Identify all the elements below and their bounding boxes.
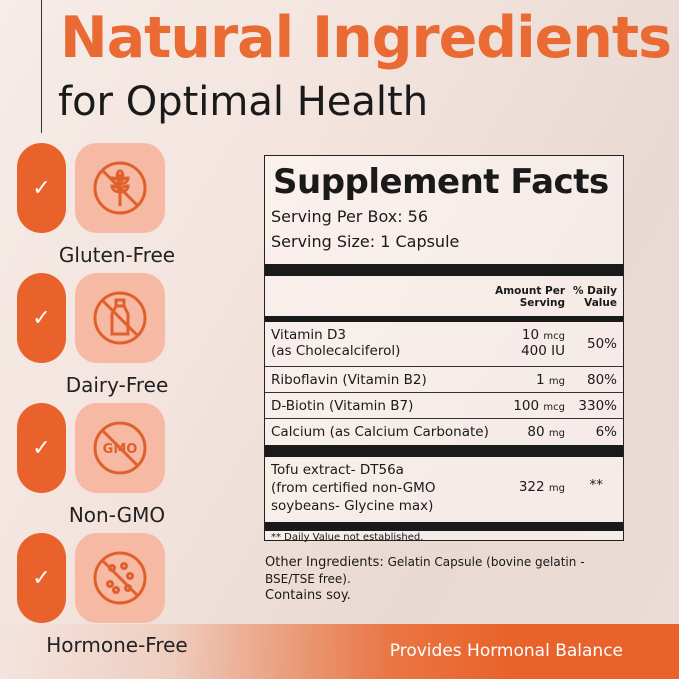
nutrient-name: Tofu extract- DT56a bbox=[271, 462, 404, 478]
feature-non-gmo: ✓ GMO Non-GMO bbox=[17, 403, 197, 533]
other-ingredients-label: Other Ingredients: bbox=[265, 555, 384, 570]
svg-text:GMO: GMO bbox=[103, 442, 138, 457]
serving-size: Serving Size: 1 Capsule bbox=[271, 232, 460, 251]
amount: 1 bbox=[536, 372, 545, 388]
feature-label: Gluten-Free bbox=[58, 243, 176, 267]
unit: mg bbox=[548, 483, 565, 494]
unit: mcg bbox=[543, 331, 565, 342]
unit: mg bbox=[548, 376, 565, 387]
banner-text: Provides Hormonal Balance bbox=[389, 641, 623, 661]
supplement-facts-panel: Supplement Facts Serving Per Box: 56 Ser… bbox=[264, 155, 624, 543]
daily-value: ** bbox=[589, 477, 604, 493]
page-subtitle: for Optimal Health bbox=[58, 79, 429, 125]
facts-title: Supplement Facts bbox=[273, 162, 609, 202]
feature-gluten-free: ✓ Gluten-Free bbox=[17, 143, 197, 273]
serving-per-box: Serving Per Box: 56 bbox=[271, 207, 429, 226]
page-title: Natural Ingredients bbox=[60, 5, 672, 71]
no-wheat-icon bbox=[75, 143, 165, 233]
nutrient-name-3: soybeans- Glycine max) bbox=[271, 498, 434, 514]
no-milk-bottle-icon bbox=[75, 273, 165, 363]
divider-bar bbox=[265, 522, 623, 531]
unit: mcg bbox=[543, 402, 565, 413]
nutrient-name: D-Biotin (Vitamin B7) bbox=[271, 398, 414, 414]
amount: 100 bbox=[513, 398, 540, 414]
nutrient-name: Calcium (as Calcium Carbonate) bbox=[271, 424, 489, 440]
table-row: Calcium (as Calcium Carbonate) 80 mg 6% bbox=[265, 420, 623, 445]
nutrient-name-2: (as Cholecalciferol) bbox=[271, 343, 401, 359]
amount: 80 bbox=[527, 424, 545, 440]
table-row: D-Biotin (Vitamin B7) 100 mcg 330% bbox=[265, 394, 623, 419]
header-amount-2: Serving bbox=[519, 297, 565, 309]
daily-value: 6% bbox=[595, 424, 617, 440]
divider-line bbox=[41, 0, 42, 133]
check-icon: ✓ bbox=[17, 143, 66, 233]
feature-hormone-free: ✓ Hormone-Free bbox=[17, 533, 197, 663]
daily-value: 330% bbox=[578, 398, 617, 414]
check-icon: ✓ bbox=[17, 273, 66, 363]
divider-bar bbox=[265, 445, 623, 457]
header-dv: % Daily bbox=[572, 285, 617, 297]
daily-value: 50% bbox=[586, 336, 617, 352]
divider-bar bbox=[265, 264, 623, 276]
other-ingredients: Other Ingredients: Gelatin Capsule (bovi… bbox=[265, 554, 625, 604]
feature-dairy-free: ✓ Dairy-Free bbox=[17, 273, 197, 403]
feature-label: Dairy-Free bbox=[65, 373, 169, 397]
nutrient-name-2: (from certified non-GMO bbox=[271, 480, 436, 496]
bottom-banner bbox=[0, 624, 679, 679]
table-row: Riboflavin (Vitamin B2) 1 mg 80% bbox=[265, 368, 623, 393]
check-icon: ✓ bbox=[17, 533, 66, 623]
allergen-note: Contains soy. bbox=[265, 588, 351, 603]
daily-value: 80% bbox=[586, 372, 617, 388]
feature-label: Non-GMO bbox=[68, 503, 166, 527]
other-ingredients-text: Gelatin Capsule (bovine gelatin - BSE/TS… bbox=[265, 555, 585, 586]
nutrient-name: Riboflavin (Vitamin B2) bbox=[271, 372, 427, 388]
no-gmo-icon: GMO bbox=[75, 403, 165, 493]
check-icon: ✓ bbox=[17, 403, 66, 493]
table-row: Tofu extract- DT56a (from certified non-G… bbox=[265, 457, 623, 521]
amount: 322 bbox=[518, 479, 545, 495]
no-hormone-icon bbox=[75, 533, 165, 623]
header-dv-2: Value bbox=[584, 297, 617, 309]
table-row: Vitamin D3 (as Cholecalciferol) 10 mcg 400… bbox=[265, 322, 623, 367]
nutrient-name: Vitamin D3 bbox=[271, 327, 346, 343]
footnote: ** Daily Value not established. bbox=[271, 532, 424, 543]
column-headers: Amount Per Serving % Daily Value bbox=[265, 279, 623, 317]
divider-bar bbox=[265, 316, 623, 322]
feature-label: Hormone-Free bbox=[46, 633, 188, 657]
amount: 10 bbox=[521, 327, 540, 343]
amount-2: 400 IU bbox=[521, 343, 565, 359]
unit: mg bbox=[548, 428, 565, 439]
header-amount: Amount Per bbox=[495, 285, 565, 297]
